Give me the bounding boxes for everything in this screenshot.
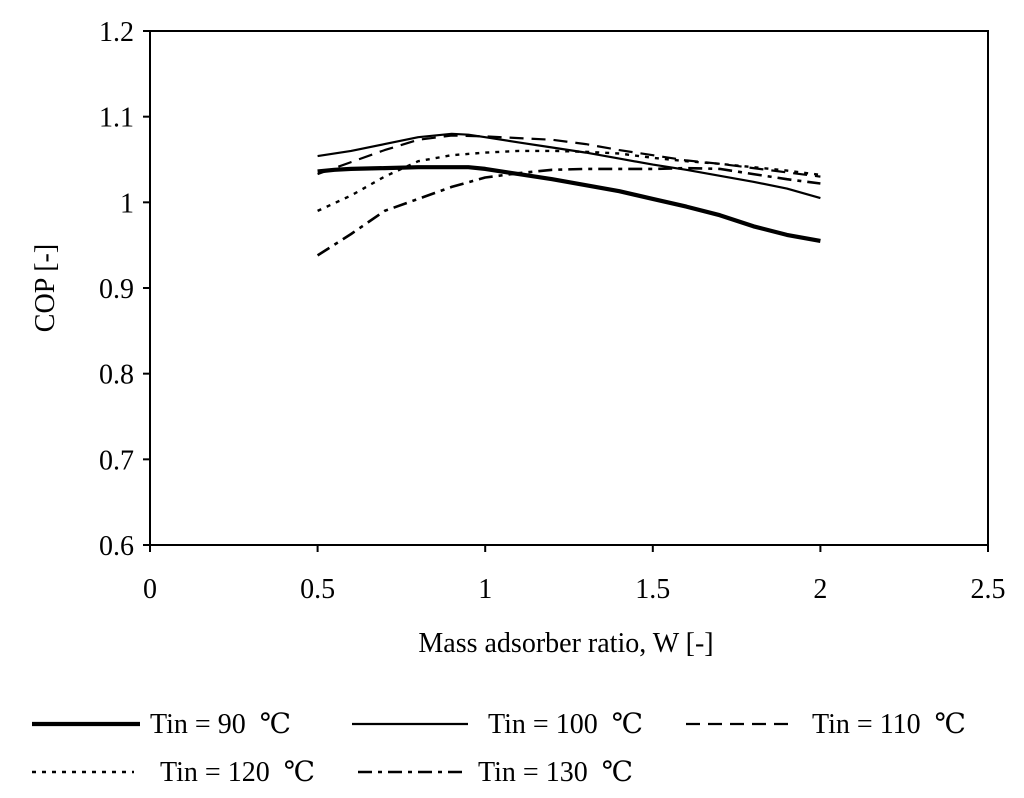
y-axis-title: COP [-] <box>30 244 61 332</box>
y-tick-label: 1.1 <box>99 103 134 134</box>
y-tick-label: 0.8 <box>99 360 134 391</box>
series-line-2 <box>317 132 821 200</box>
legend-label-2: Tin = 100 ℃ <box>488 709 643 740</box>
x-tick-label: 1.5 <box>635 574 670 605</box>
x-tick-label: 2 <box>813 574 827 605</box>
legend-label-4: Tin = 120 ℃ <box>160 757 315 788</box>
y-tick-label: 0.9 <box>99 274 134 305</box>
y-tick-label: 0.7 <box>99 445 134 476</box>
x-tick-labels: 0 0.5 1 1.5 2 2.5 <box>143 574 1006 605</box>
series-lines <box>316 132 821 257</box>
legend: Tin = 90 ℃ Tin = 100 ℃ Tin = 110 ℃ Tin = 12… <box>32 709 966 788</box>
plot-area-frame <box>149 30 989 546</box>
legend-label-1: Tin = 90 ℃ <box>150 709 291 740</box>
series-line-4 <box>317 149 821 212</box>
y-tick-label: 1.2 <box>99 17 134 48</box>
y-tick-label: 0.6 <box>99 531 134 562</box>
legend-label-5: Tin = 130 ℃ <box>478 757 633 788</box>
x-axis-title: Mass adsorber ratio, W [-] <box>418 628 713 659</box>
axis-ticks <box>143 30 989 552</box>
y-tick-label: 1 <box>120 188 134 219</box>
legend-label-3: Tin = 110 ℃ <box>812 709 966 740</box>
series-line-1 <box>317 165 821 243</box>
series-line-5 <box>316 166 821 257</box>
x-tick-label: 1 <box>478 574 492 605</box>
x-tick-label: 0.5 <box>300 574 335 605</box>
y-tick-labels: 0.6 0.7 0.8 0.9 1 1.1 1.2 <box>99 17 134 562</box>
x-tick-label: 2.5 <box>971 574 1006 605</box>
x-tick-label: 0 <box>143 574 157 605</box>
